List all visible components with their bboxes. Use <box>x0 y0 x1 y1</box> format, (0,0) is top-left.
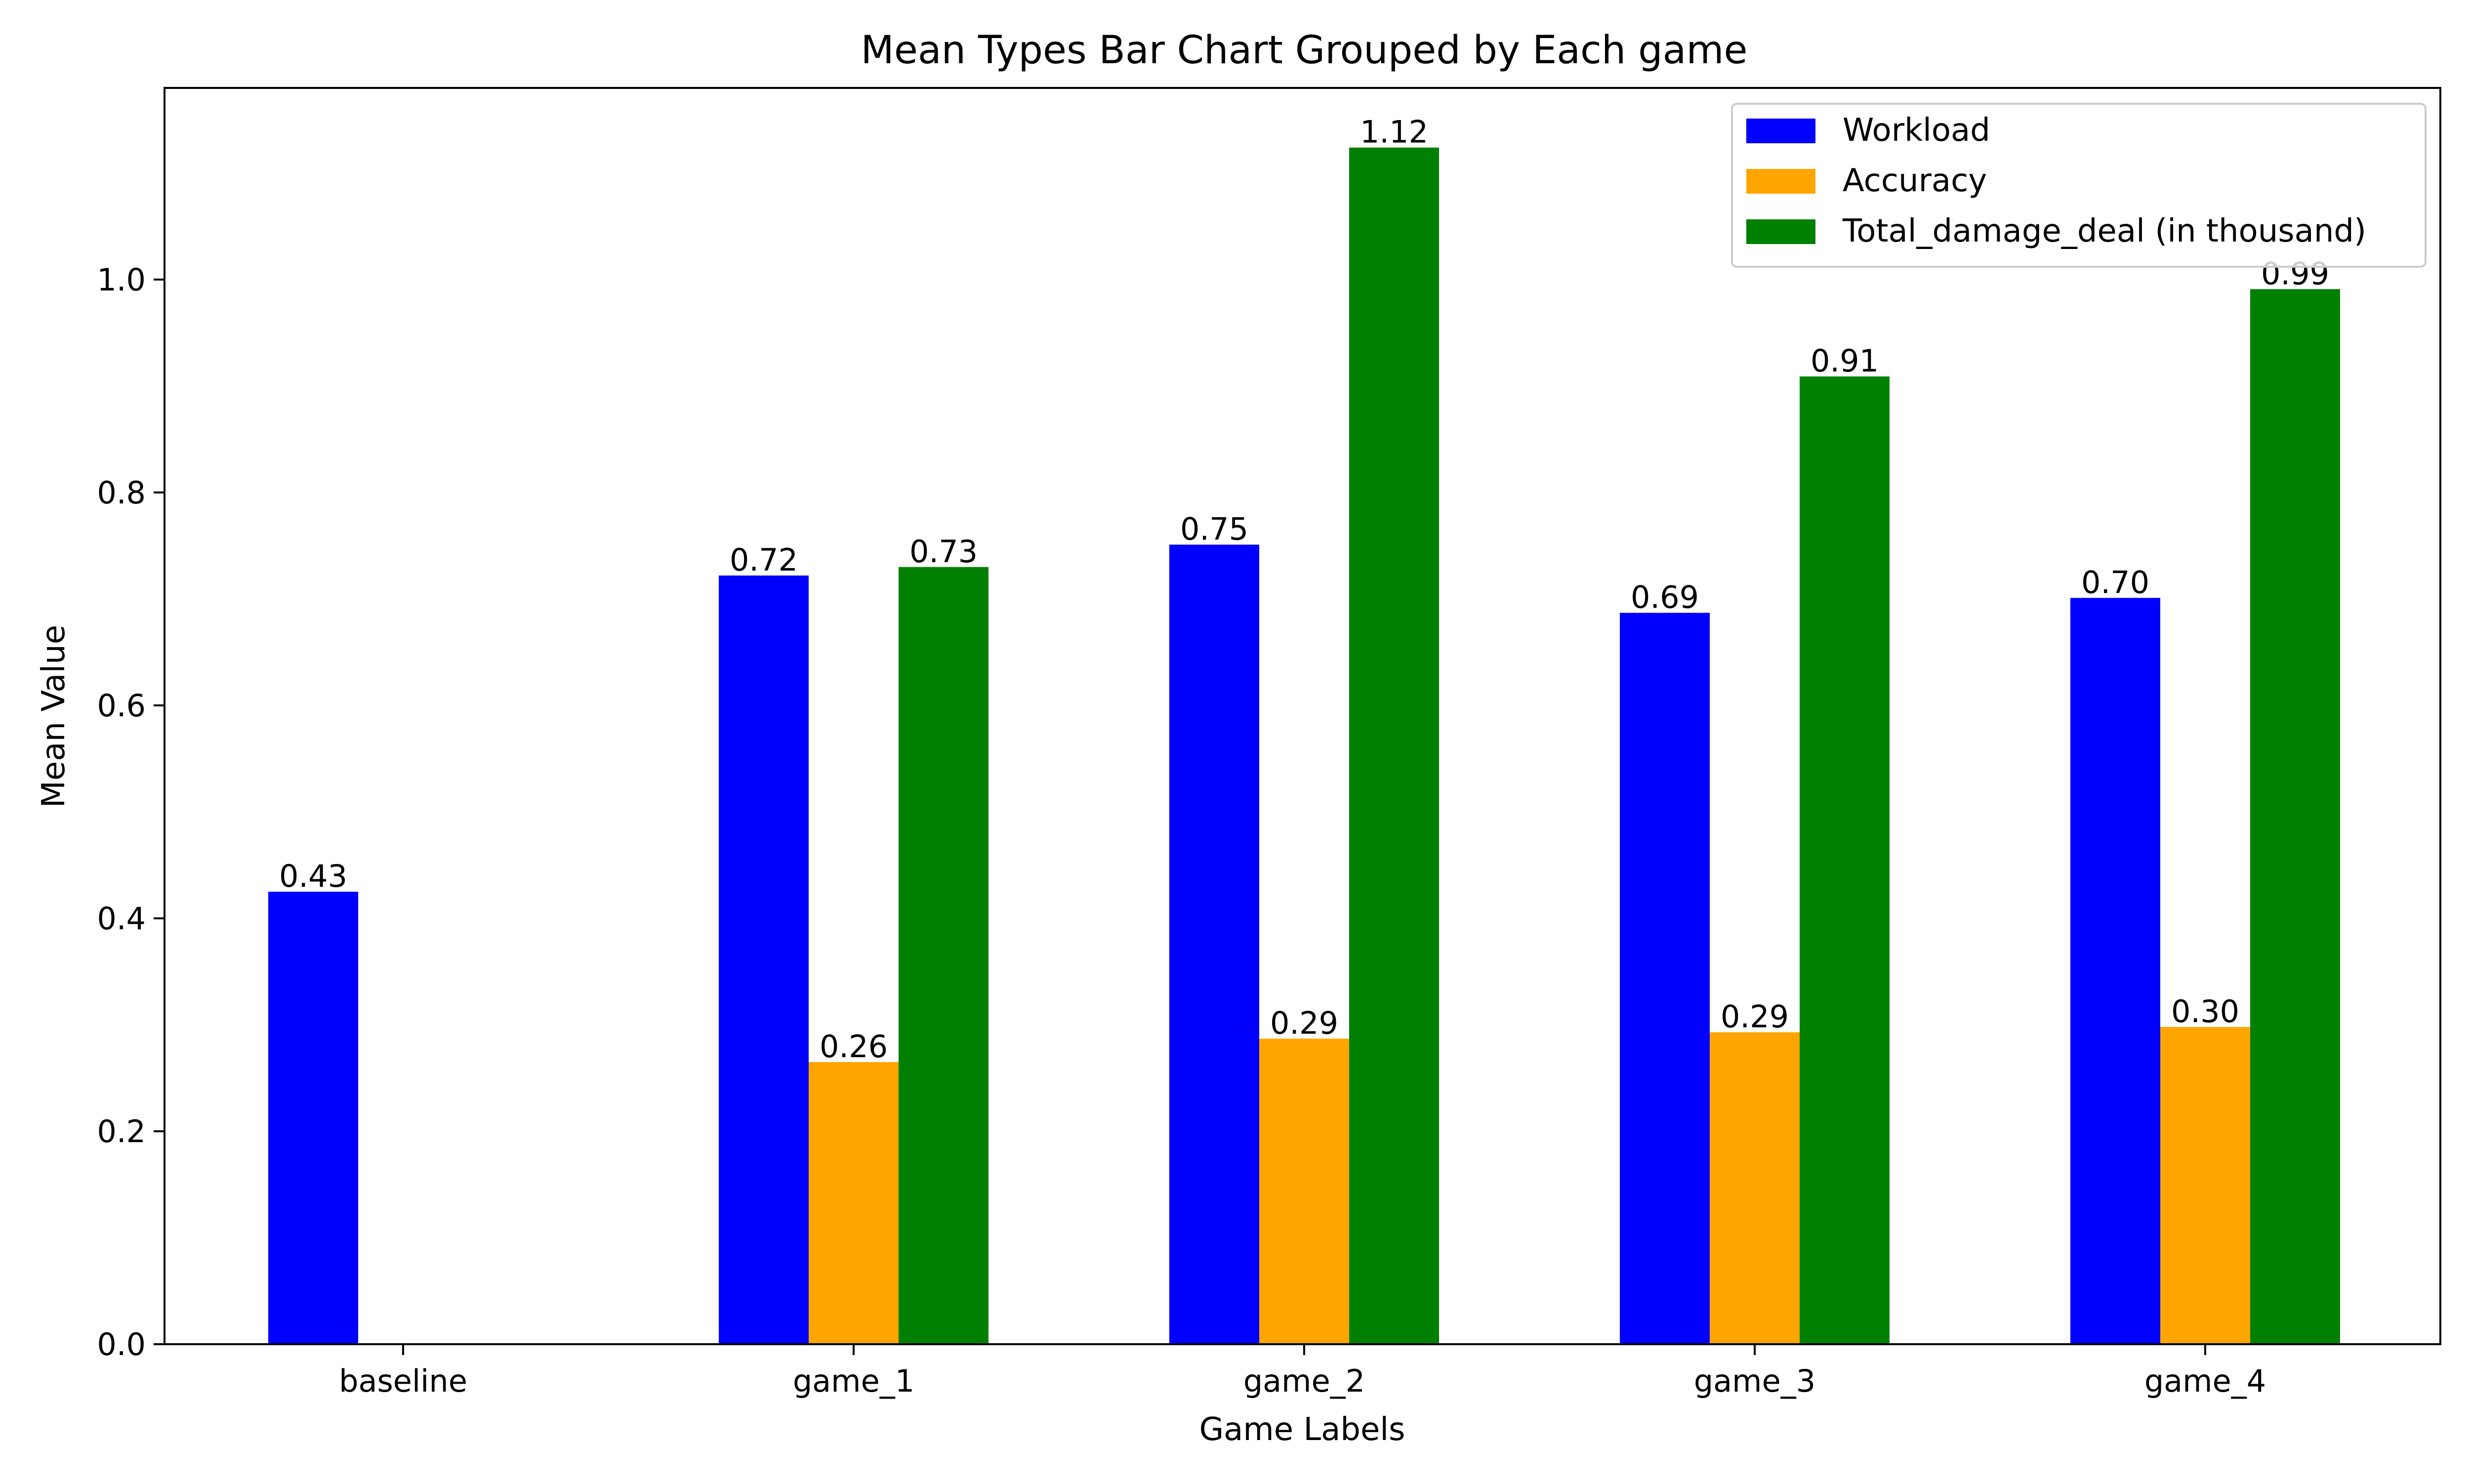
bars-layer <box>268 147 2340 1345</box>
bar-workload-game_4 <box>2070 598 2160 1344</box>
bar-accuracy-game_1 <box>809 1062 899 1344</box>
x-tick-label-game_4: game_4 <box>2144 1363 2266 1399</box>
data-label: 0.91 <box>1811 343 1879 379</box>
legend-label: Accuracy <box>1843 163 1987 199</box>
legend-items: Workload Accuracy Total_damage_deal (in th… <box>1746 112 2366 249</box>
x-axis-label: Game Labels <box>1199 1411 1405 1448</box>
chart-title: Mean Types Bar Chart Grouped by Each gam… <box>861 28 1748 73</box>
bar-accuracy-game_3 <box>1710 1032 1800 1344</box>
legend-swatch-accuracy <box>1746 169 1815 194</box>
x-tick-label-game_1: game_1 <box>793 1363 914 1399</box>
data-label: 1.12 <box>1360 114 1428 150</box>
x-tick-label-game_3: game_3 <box>1694 1363 1815 1399</box>
x-tick-label-game_2: game_2 <box>1243 1363 1365 1399</box>
bar-total_damage_deal-game_4 <box>2250 289 2340 1344</box>
data-label: 0.26 <box>820 1029 888 1065</box>
y-tick-label: 1.0 <box>97 262 146 298</box>
bar-total_damage_deal-game_2 <box>1349 147 1439 1345</box>
legend-swatch-workload <box>1746 119 1815 143</box>
x-axis: baseline game_1 game_2 game_3 game_4 <box>339 1344 2266 1399</box>
bar-workload-game_3 <box>1620 613 1710 1344</box>
data-label: 0.29 <box>1721 999 1789 1035</box>
legend-label: Workload <box>1843 112 1990 149</box>
legend-box <box>1731 103 2427 268</box>
bar-total_damage_deal-game_3 <box>1800 376 1890 1344</box>
plot-area-frame <box>164 87 2441 1345</box>
data-label: 0.29 <box>1270 1005 1338 1041</box>
legend-label: Total_damage_deal (in thousand) <box>1842 213 2366 249</box>
bar-workload-baseline <box>268 892 358 1344</box>
y-tick-label: 0.2 <box>97 1113 146 1150</box>
y-axis: 0.0 0.2 0.4 0.6 0.8 1.0 <box>97 262 165 1362</box>
bar-workload-game_1 <box>719 576 809 1344</box>
data-label: 0.73 <box>909 534 978 570</box>
data-label: 0.75 <box>1180 511 1248 547</box>
legend-swatch-total_damage_deal <box>1746 219 1815 244</box>
legend: Workload Accuracy Total_damage_deal (in th… <box>1731 103 2427 268</box>
x-tick-label-baseline: baseline <box>339 1363 467 1399</box>
y-tick-label: 0.4 <box>97 901 146 937</box>
data-labels-layer: 0.43 0.72 0.75 0.69 0.70 0.26 0.29 0.29 0.30 0.73… <box>279 114 2329 1065</box>
data-label: 0.70 <box>2081 564 2149 600</box>
data-label: 0.43 <box>279 858 347 894</box>
bar-total_damage_deal-game_1 <box>899 567 988 1344</box>
y-tick-label: 0.0 <box>97 1326 146 1362</box>
data-label: 0.72 <box>730 542 798 578</box>
bar-accuracy-game_2 <box>1259 1038 1349 1344</box>
y-tick-label: 0.8 <box>97 475 146 511</box>
y-tick-label: 0.6 <box>97 688 146 724</box>
bar-accuracy-game_4 <box>2160 1027 2250 1344</box>
y-axis-label: Mean Value <box>36 625 72 808</box>
data-label: 0.30 <box>2171 993 2239 1030</box>
data-label: 0.69 <box>1631 579 1699 616</box>
bar-workload-game_2 <box>1169 544 1259 1344</box>
